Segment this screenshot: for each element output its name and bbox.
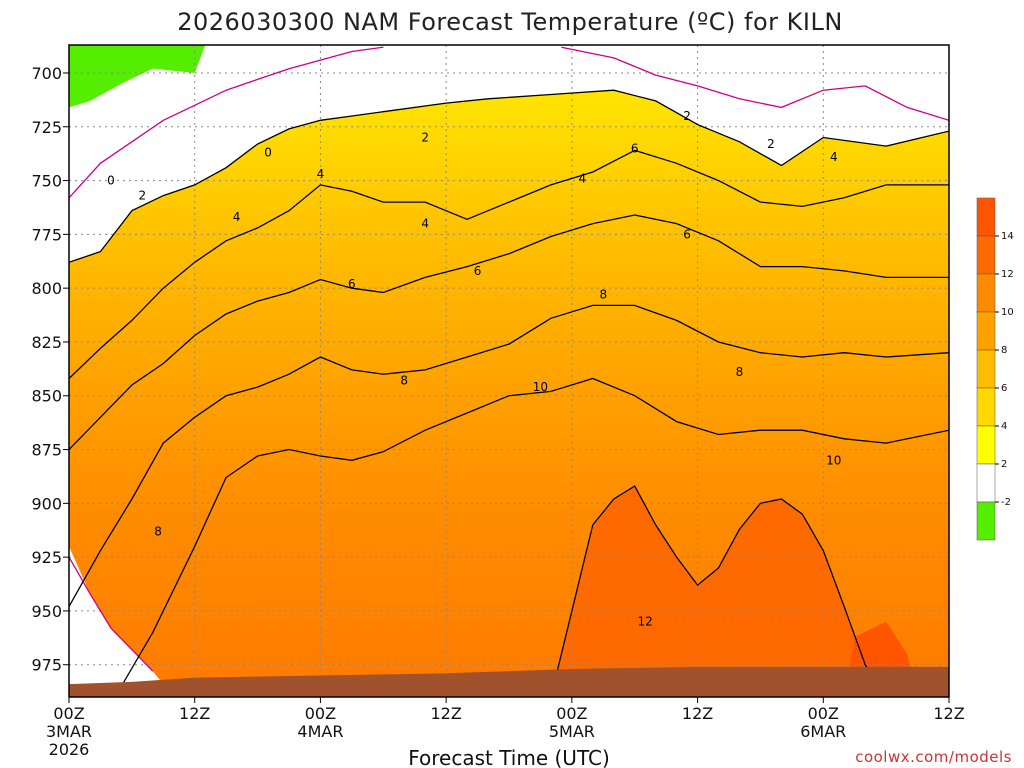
colorbar-tick-label: -2 xyxy=(1001,497,1011,508)
contour-2c xyxy=(69,89,949,263)
contour-label: 12 xyxy=(638,615,653,629)
contour-6c xyxy=(69,214,949,450)
contour-label: 10 xyxy=(533,380,548,394)
contour-label: 6 xyxy=(474,264,482,278)
contour-label: 8 xyxy=(154,524,162,538)
contour-label: 4 xyxy=(421,217,429,231)
contour-10c xyxy=(120,377,949,687)
x-tick-label: 00Z xyxy=(53,704,84,723)
contour-label: 8 xyxy=(736,365,744,379)
colorbar-tick-label: 8 xyxy=(1001,345,1007,356)
x-tick-label: 00Z xyxy=(808,704,839,723)
colorbar-bin xyxy=(976,425,996,465)
contour-label: 2 xyxy=(139,189,147,203)
colorbar-bin xyxy=(976,463,996,503)
y-tick-label: 950 xyxy=(31,602,62,621)
x-axis-label: Forecast Time (UTC) xyxy=(408,746,610,768)
fill-low-cold xyxy=(69,546,174,697)
contour-label: 4 xyxy=(830,150,838,164)
y-tick-label: 900 xyxy=(31,494,62,513)
colorbar-bin xyxy=(976,387,996,427)
contour-label: 6 xyxy=(631,141,639,155)
y-tick-label: 700 xyxy=(31,64,62,83)
credit-text: coolwx.com/models xyxy=(855,748,1012,766)
contour-labels: 0 0 2 2 2 2 4 4 4 4 4 6 6 6 6 8 8 8 8 10 10 12 xyxy=(107,109,841,629)
contour-label: 4 xyxy=(579,171,587,185)
colorbar: 14 12 10 8 6 4 2 -2 xyxy=(976,197,1014,541)
contour-label: 6 xyxy=(683,227,691,241)
colorbar-tick-label: 4 xyxy=(1001,421,1007,432)
contour-label: 4 xyxy=(317,167,325,181)
colorbar-tick-label: 6 xyxy=(1001,383,1007,394)
colorbar-bin xyxy=(976,349,996,389)
colorbar-bin xyxy=(976,501,996,541)
x-tick-year: 2026 xyxy=(49,740,90,759)
colorbar-tick-label: 12 xyxy=(1001,269,1014,280)
ground-terrain xyxy=(69,666,949,697)
contour-8c xyxy=(69,304,949,607)
contour-label: 0 xyxy=(107,174,115,188)
colorbar-bin xyxy=(976,235,996,275)
y-axis: 700 725 750 775 800 825 850 875 900 925 950 975 xyxy=(31,64,69,675)
contour-lines xyxy=(69,46,949,697)
fill-12-14 xyxy=(550,486,887,697)
filled-regions xyxy=(69,45,949,697)
contour-label: 2 xyxy=(683,109,691,123)
plot-area: 0 0 2 2 2 2 4 4 4 4 4 6 6 6 6 8 8 8 8 10 10 12 xyxy=(69,45,949,697)
colorbar-tick-label: 2 xyxy=(1001,459,1007,470)
contour-0c-b xyxy=(561,46,949,121)
colorbar-bin xyxy=(976,273,996,313)
x-tick-date: 3MAR xyxy=(46,722,92,741)
colorbar-bin xyxy=(976,311,996,351)
y-tick-label: 800 xyxy=(31,279,62,298)
contour-label: 6 xyxy=(348,277,356,291)
x-tick-label: 00Z xyxy=(305,704,336,723)
contour-label: 0 xyxy=(264,146,272,160)
x-tick-date: 5MAR xyxy=(549,722,595,741)
y-tick-label: 775 xyxy=(31,225,62,244)
contour-label: 2 xyxy=(767,137,775,151)
x-tick-label: 00Z xyxy=(556,704,587,723)
plot-frame xyxy=(68,44,950,698)
contour-label: 2 xyxy=(421,131,429,145)
y-tick-label: 975 xyxy=(31,656,62,675)
chart-title: 2026030300 NAM Forecast Temperature (ºC)… xyxy=(177,8,843,36)
x-tick-label: 12Z xyxy=(179,704,210,723)
y-tick-label: 725 xyxy=(31,118,62,137)
contour-label: 10 xyxy=(826,453,841,467)
contour-label: 8 xyxy=(599,288,607,302)
fill-below-2c xyxy=(69,45,949,263)
x-tick-label: 12Z xyxy=(430,704,461,723)
y-tick-label: 925 xyxy=(31,548,62,567)
x-tick-label: 12Z xyxy=(933,704,964,723)
contour-12c xyxy=(550,485,887,697)
colorbar-tick-label: 14 xyxy=(1001,231,1014,242)
y-tick-label: 875 xyxy=(31,441,62,460)
y-tick-label: 850 xyxy=(31,387,62,406)
x-tick-label: 12Z xyxy=(682,704,713,723)
contour-label: 8 xyxy=(400,374,408,388)
colorbar-bin xyxy=(976,197,996,237)
grid-lines xyxy=(69,45,949,697)
fill-below-minus2c xyxy=(69,45,206,108)
x-tick-date: 6MAR xyxy=(800,722,846,741)
colorbar-tick-label: 10 xyxy=(1001,307,1014,318)
x-tick-date: 4MAR xyxy=(297,722,343,741)
contour-label: 4 xyxy=(233,210,241,224)
y-tick-label: 750 xyxy=(31,172,62,191)
contour-0c xyxy=(69,46,384,199)
contour-4c xyxy=(69,149,949,379)
y-tick-label: 825 xyxy=(31,333,62,352)
